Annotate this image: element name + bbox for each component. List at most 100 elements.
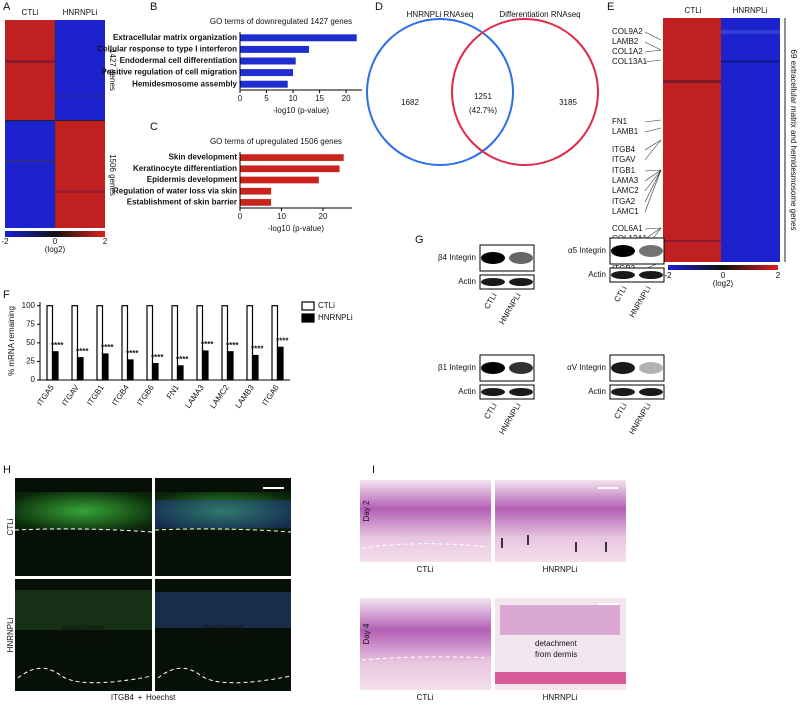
bar bbox=[146, 305, 154, 381]
venn-count: 1682 bbox=[401, 98, 419, 107]
x-tick-label: 15 bbox=[315, 94, 324, 103]
row-label: Day 4 bbox=[362, 623, 371, 644]
bar bbox=[46, 305, 54, 381]
venn-set-label: HNRNPLi RNAseq bbox=[407, 10, 474, 19]
blot-band bbox=[509, 252, 533, 264]
bar bbox=[271, 305, 279, 381]
stain-label: ITGB4 bbox=[111, 693, 135, 702]
bar bbox=[240, 176, 319, 184]
bar bbox=[176, 365, 184, 381]
panel-label: D bbox=[375, 1, 383, 13]
column-label: CTLi bbox=[685, 6, 702, 15]
x-tick-label: 20 bbox=[319, 212, 328, 221]
panel-label: A bbox=[3, 1, 11, 13]
bar bbox=[121, 305, 129, 381]
gene-label: FN1 bbox=[612, 117, 628, 126]
y-tick-label: 0 bbox=[31, 375, 36, 384]
blot-band bbox=[611, 362, 635, 374]
blot-control-label: Actin bbox=[588, 270, 606, 279]
lane-label: CTLi bbox=[612, 401, 628, 420]
blot-band bbox=[639, 388, 663, 396]
panel-label: H bbox=[3, 464, 11, 476]
legend-label: HNRNPLi bbox=[318, 313, 353, 322]
gene-label: ITGAV bbox=[612, 155, 636, 164]
row-label: CTLi bbox=[6, 518, 15, 535]
gene-pointer bbox=[644, 169, 662, 203]
blot-band bbox=[611, 388, 635, 396]
annotation: from dermis bbox=[535, 650, 577, 659]
bar bbox=[240, 165, 340, 173]
column-label: HNRNPLi bbox=[63, 8, 98, 17]
bar bbox=[240, 69, 294, 77]
panel-label: F bbox=[3, 289, 10, 301]
gene-label: ITGA2 bbox=[612, 197, 636, 206]
column-label: CTLi bbox=[22, 8, 39, 17]
significance-label: **** bbox=[201, 340, 214, 349]
category-label: Skin development bbox=[169, 153, 238, 162]
annotation: from dermis bbox=[202, 634, 244, 643]
x-tick-label: 0 bbox=[238, 94, 243, 103]
bar bbox=[171, 305, 179, 381]
colorbar-unit: (log2) bbox=[713, 279, 734, 288]
bar bbox=[76, 357, 84, 381]
gene-pointer bbox=[644, 227, 662, 240]
chart-title: GO terms of downregulated 1427 genes bbox=[210, 17, 352, 26]
colorbar-tick-label: 0 bbox=[53, 237, 58, 246]
bar bbox=[240, 199, 272, 206]
bar bbox=[196, 305, 204, 381]
colorbar-tick-label: 0 bbox=[721, 271, 726, 280]
category-label: Regulation of water loss via skin bbox=[113, 186, 237, 195]
colorbar-unit: (log2) bbox=[45, 245, 66, 254]
venn-percent: (42.7%) bbox=[469, 106, 497, 115]
gene-label: COL6A1 bbox=[612, 224, 643, 233]
heatmap-e bbox=[663, 18, 786, 270]
gene-pointer bbox=[644, 169, 662, 182]
colorbar-tick-label: 2 bbox=[103, 237, 108, 246]
category-label: Establishment of skin barrier bbox=[127, 198, 237, 207]
gene-pointer bbox=[644, 169, 662, 192]
stain-label: Hoechst bbox=[146, 693, 176, 702]
lane-label: HNRNPLi bbox=[497, 401, 522, 436]
lane-label: CTLi bbox=[482, 401, 498, 420]
blot-control-label: Actin bbox=[458, 387, 476, 396]
colorbar-tick-label: -2 bbox=[664, 271, 672, 280]
row-label: Day 2 bbox=[362, 500, 371, 521]
bar bbox=[240, 45, 309, 53]
venn-circle bbox=[451, 18, 599, 166]
bar bbox=[221, 305, 229, 381]
panel-label: G bbox=[415, 234, 424, 246]
blot-target-label: β1 Integrin bbox=[438, 363, 476, 372]
lane-label: HNRNPLi bbox=[627, 401, 652, 436]
gene-label: LAMA3 bbox=[612, 176, 639, 185]
blot-band bbox=[611, 245, 635, 257]
blot-band bbox=[639, 245, 663, 257]
x-tick-label: 10 bbox=[277, 212, 286, 221]
annotation: detachment bbox=[202, 623, 245, 632]
category-label: Cellular response to type I interferon bbox=[97, 45, 237, 54]
column-label: HNRNPLi bbox=[543, 565, 578, 574]
x-tick-label: LAMA3 bbox=[183, 383, 206, 410]
y-tick-label: 50 bbox=[26, 338, 35, 347]
gene-label: LAMC2 bbox=[612, 186, 639, 195]
gene-pointer bbox=[644, 169, 662, 213]
x-tick-label: 10 bbox=[289, 94, 298, 103]
gene-label: ITGB1 bbox=[612, 166, 636, 175]
category-label: Endodermal cell differentiation bbox=[120, 56, 237, 65]
blot-target-label: β4 Integrin bbox=[438, 253, 476, 262]
gene-pointer bbox=[644, 31, 662, 41]
blot-band bbox=[509, 362, 533, 374]
legend-label: CTLi bbox=[318, 301, 335, 310]
gene-pointer bbox=[644, 41, 662, 51]
gene-label: LAMB2 bbox=[612, 37, 639, 46]
bar bbox=[226, 351, 234, 381]
x-tick-label: 20 bbox=[342, 94, 351, 103]
gene-label: LAMB1 bbox=[612, 127, 639, 136]
x-tick-label: 0 bbox=[238, 212, 243, 221]
x-tick-label: ITGB6 bbox=[135, 383, 156, 408]
panel-label: E bbox=[607, 1, 614, 13]
significance-label: **** bbox=[101, 343, 114, 352]
chart-title: GO terms of upregulated 1506 genes bbox=[210, 137, 342, 146]
blot-control-label: Actin bbox=[458, 277, 476, 286]
x-tick-label: ITGAV bbox=[60, 383, 81, 408]
significance-label: **** bbox=[251, 345, 264, 354]
